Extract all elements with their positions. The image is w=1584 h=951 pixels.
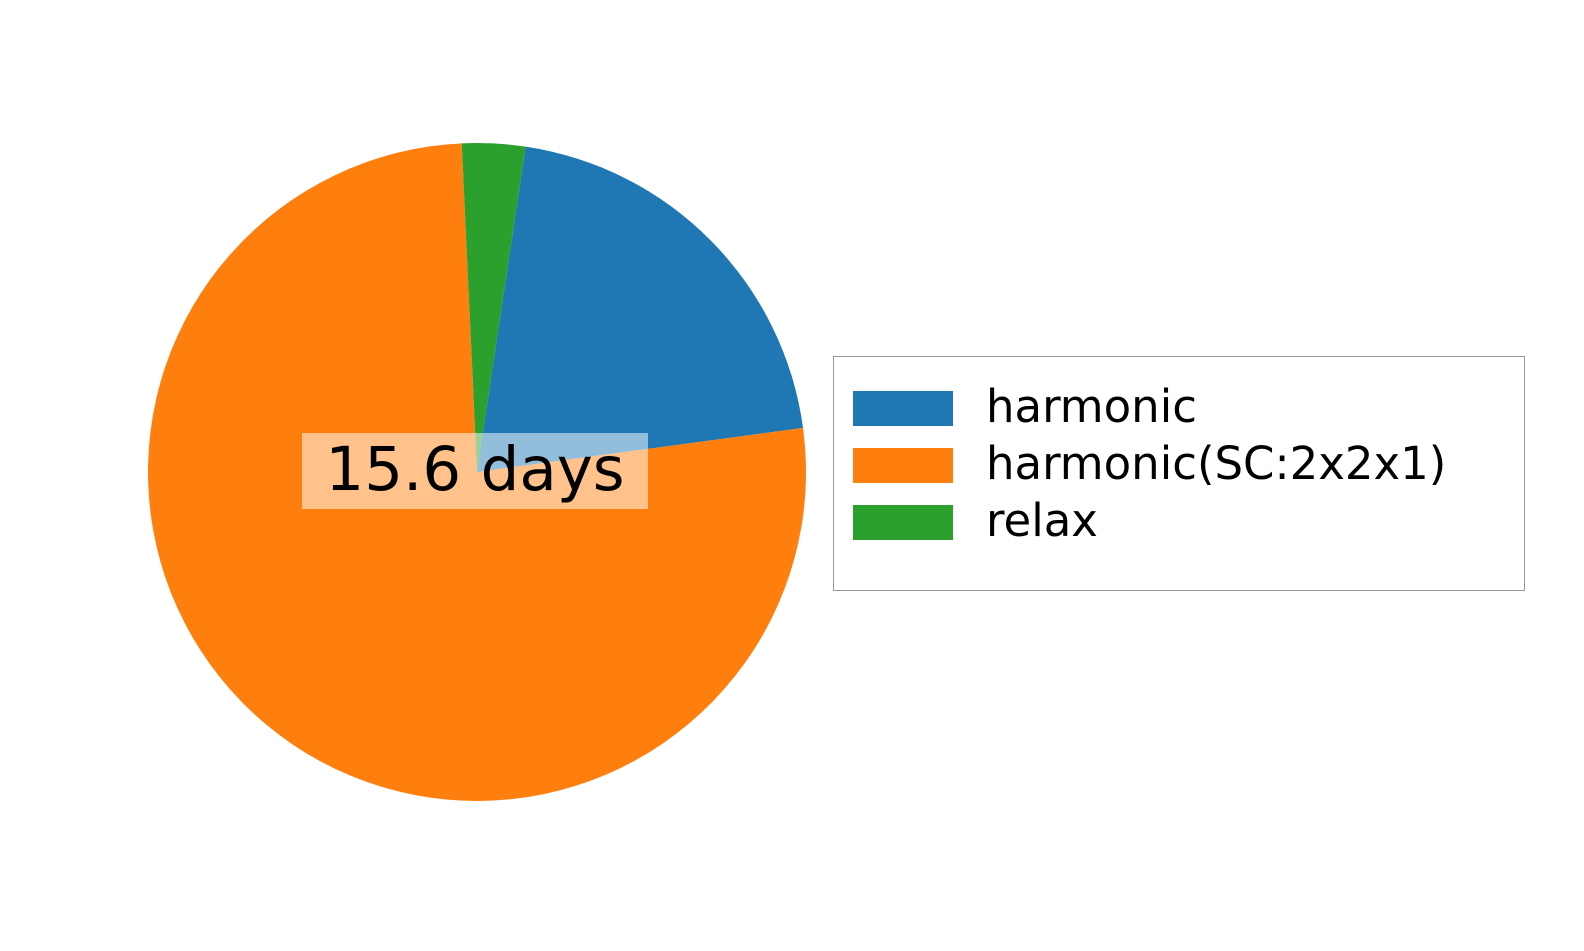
pie-slice-relax[interactable]: [461, 142, 526, 472]
legend-entry-relax[interactable]: relax: [853, 494, 1524, 551]
legend-label-harmonic-sc2x2x1: harmonic(SC:2x2x1): [986, 436, 1447, 490]
center-value-text: 15.6 days: [325, 433, 625, 505]
legend-label-relax: relax: [986, 493, 1098, 547]
legend-swatch-harmonic-sc2x2x1: [853, 448, 953, 483]
legend: harmonic harmonic(SC:2x2x1) relax: [833, 356, 1525, 591]
legend-swatch-harmonic: [853, 391, 953, 426]
legend-entry-harmonic-sc2x2x1[interactable]: harmonic(SC:2x2x1): [853, 437, 1524, 494]
center-value-label: 15.6 days: [302, 433, 648, 509]
legend-entry-harmonic[interactable]: harmonic: [853, 380, 1524, 437]
legend-swatch-relax: [853, 505, 953, 540]
legend-label-harmonic: harmonic: [986, 379, 1197, 433]
pie-slice-harmonic[interactable]: [477, 146, 804, 473]
